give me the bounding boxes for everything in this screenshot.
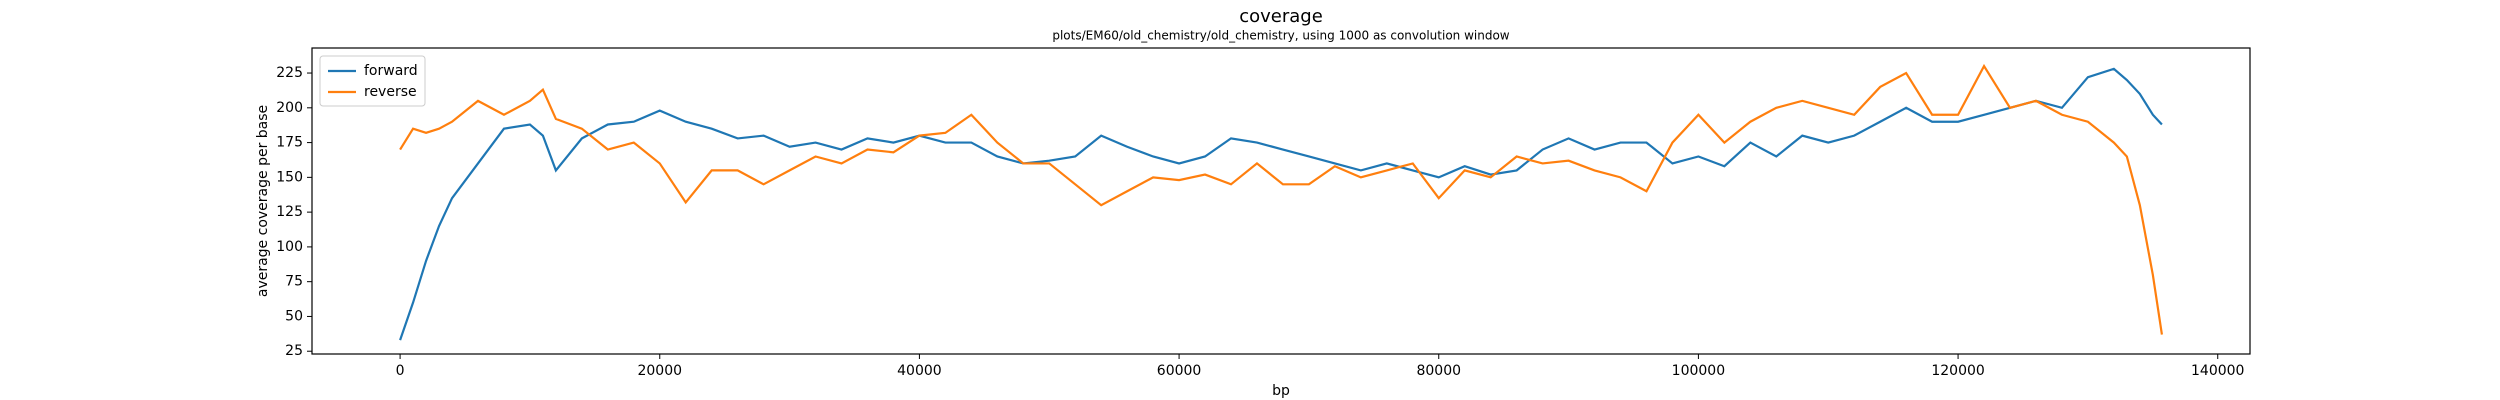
y-tick-label: 25: [285, 343, 303, 359]
y-tick-label: 50: [285, 308, 303, 324]
y-tick-label: 200: [276, 100, 303, 116]
y-tick-label: 225: [276, 65, 303, 81]
series-line: [399, 63, 2163, 335]
x-tick-label: 60000: [1157, 363, 1202, 379]
y-tick-label: 125: [276, 204, 303, 220]
x-tick-label: 0: [396, 363, 405, 379]
legend-box: [319, 55, 426, 107]
y-tick-label: 100: [276, 239, 303, 255]
x-tick-label: 140000: [2191, 363, 2244, 379]
x-tick-label: 120000: [1931, 363, 1984, 379]
x-axis-label: bp: [1272, 383, 1290, 399]
y-tick-label: 175: [276, 135, 303, 151]
x-tick-label: 20000: [637, 363, 682, 379]
x-tick-label: 40000: [897, 363, 942, 379]
plot-frame: [311, 47, 2251, 355]
y-tick-label: 150: [276, 169, 303, 185]
y-axis-label: average coverage per base: [255, 105, 271, 297]
chart-subtitle: plots/EM60/old_chemistry/old_chemistry, …: [1052, 29, 1509, 43]
x-tick-label: 80000: [1416, 363, 1461, 379]
y-tick-label: 75: [285, 274, 303, 290]
x-tick-label: 100000: [1672, 363, 1725, 379]
series-line: [399, 67, 2163, 341]
chart-title: coverage: [1239, 6, 1323, 27]
legend-label: forward: [364, 63, 418, 79]
legend-label: reverse: [364, 84, 417, 100]
